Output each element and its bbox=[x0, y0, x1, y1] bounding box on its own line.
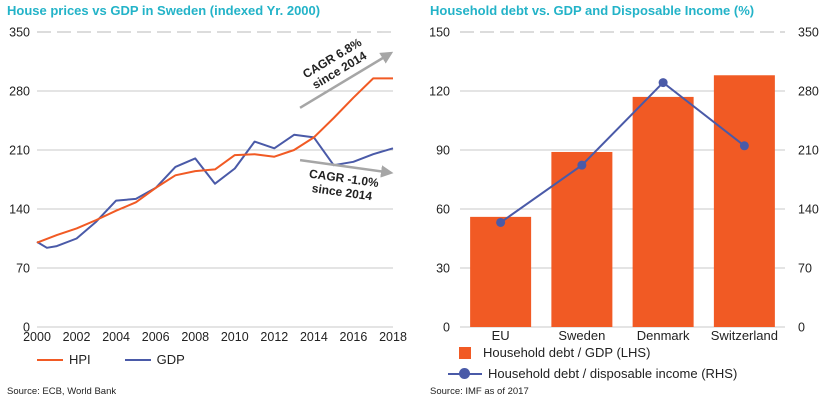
debt-income-point bbox=[496, 217, 506, 227]
bar-switzerland bbox=[713, 75, 775, 328]
cagr-annotation: CAGR 6.8%since 2014 bbox=[300, 35, 369, 92]
bar-legend-label: Household debt / GDP (LHS) bbox=[483, 345, 651, 360]
bar-legend: Household debt / GDP (LHS) bbox=[459, 345, 650, 360]
right-y-tick-label: 0 bbox=[798, 321, 805, 335]
right-source-note: Source: IMF as of 2017 bbox=[430, 386, 529, 397]
right-y-tick-label: 350 bbox=[798, 26, 819, 40]
gdp-legend-label: GDP bbox=[156, 352, 185, 367]
x-tick-label: 2004 bbox=[102, 330, 130, 344]
gdp-legend-swatch bbox=[124, 358, 151, 361]
category-label: Switzerland bbox=[711, 328, 778, 343]
line-legend-label: Household debt / disposable income (RHS) bbox=[488, 366, 738, 381]
hpi-legend-swatch bbox=[37, 358, 63, 361]
category-label: Sweden bbox=[558, 328, 605, 343]
debt-income-series-line bbox=[500, 81, 746, 224]
x-tick-label: 2018 bbox=[379, 330, 407, 344]
right-bar-chart: 0 30 60 90 120 150 0 70 140 210 280 350 EU Sweden Denm… bbox=[429, 26, 819, 344]
left-y-tick-label: 30 bbox=[436, 262, 450, 276]
right-y-tick-label: 140 bbox=[798, 203, 819, 217]
y-tick-label: 280 bbox=[9, 85, 30, 99]
x-tick-label: 2014 bbox=[300, 330, 328, 344]
left-chart-title: House prices vs GDP in Sweden (indexed Y… bbox=[7, 3, 321, 18]
debt-income-point bbox=[658, 78, 668, 88]
x-tick-label: 2008 bbox=[181, 330, 209, 344]
left-y-tick-label: 90 bbox=[436, 144, 450, 158]
y-tick-label: 140 bbox=[9, 203, 30, 217]
x-tick-label: 2000 bbox=[23, 330, 51, 344]
category-label: Denmark bbox=[637, 328, 690, 343]
x-tick-label: 2010 bbox=[221, 330, 249, 344]
cagr-annotation: CAGR -1.0%since 2014 bbox=[308, 167, 380, 204]
y-tick-label: 210 bbox=[9, 144, 30, 158]
bar-denmark bbox=[632, 96, 694, 328]
bar-legend-swatch bbox=[459, 346, 471, 359]
line-legend: Household debt / disposable income (RHS) bbox=[448, 366, 737, 381]
line-legend-swatch bbox=[448, 367, 482, 380]
right-chart-title: Household debt vs. GDP and Disposable In… bbox=[430, 3, 755, 18]
y-tick-label: 350 bbox=[9, 26, 30, 40]
x-tick-label: 2016 bbox=[340, 330, 368, 344]
debt-income-point bbox=[739, 141, 749, 151]
left-y-tick-label: 60 bbox=[436, 203, 450, 217]
y-tick-label: 70 bbox=[16, 262, 30, 276]
right-y-tick-label: 210 bbox=[798, 144, 819, 158]
hpi-legend-label: HPI bbox=[69, 352, 91, 367]
right-y-tick-label: 280 bbox=[798, 85, 819, 99]
right-y-tick-label: 70 bbox=[798, 262, 812, 276]
trend-arrow bbox=[299, 158, 394, 178]
trend-arrow bbox=[299, 51, 394, 109]
left-legend: HPI GDP bbox=[37, 352, 185, 367]
left-source-note: Source: ECB, World Bank bbox=[7, 386, 117, 397]
left-y-tick-label: 0 bbox=[443, 321, 450, 335]
bar-sweden bbox=[551, 151, 613, 327]
bar-eu bbox=[470, 216, 532, 327]
left-y-tick-label: 120 bbox=[429, 85, 450, 99]
hpi-series-line bbox=[36, 77, 393, 244]
y-tick-label: 0 bbox=[23, 321, 30, 335]
x-tick-label: 2012 bbox=[260, 330, 288, 344]
debt-income-point bbox=[577, 160, 587, 170]
x-tick-label: 2006 bbox=[142, 330, 170, 344]
left-line-chart: 0 70 140 210 280 350 2000 2002 2004 2006 2008 2010 2… bbox=[9, 26, 407, 345]
x-tick-label: 2002 bbox=[63, 330, 91, 344]
category-label: EU bbox=[492, 328, 510, 343]
left-y-tick-label: 150 bbox=[429, 26, 450, 40]
